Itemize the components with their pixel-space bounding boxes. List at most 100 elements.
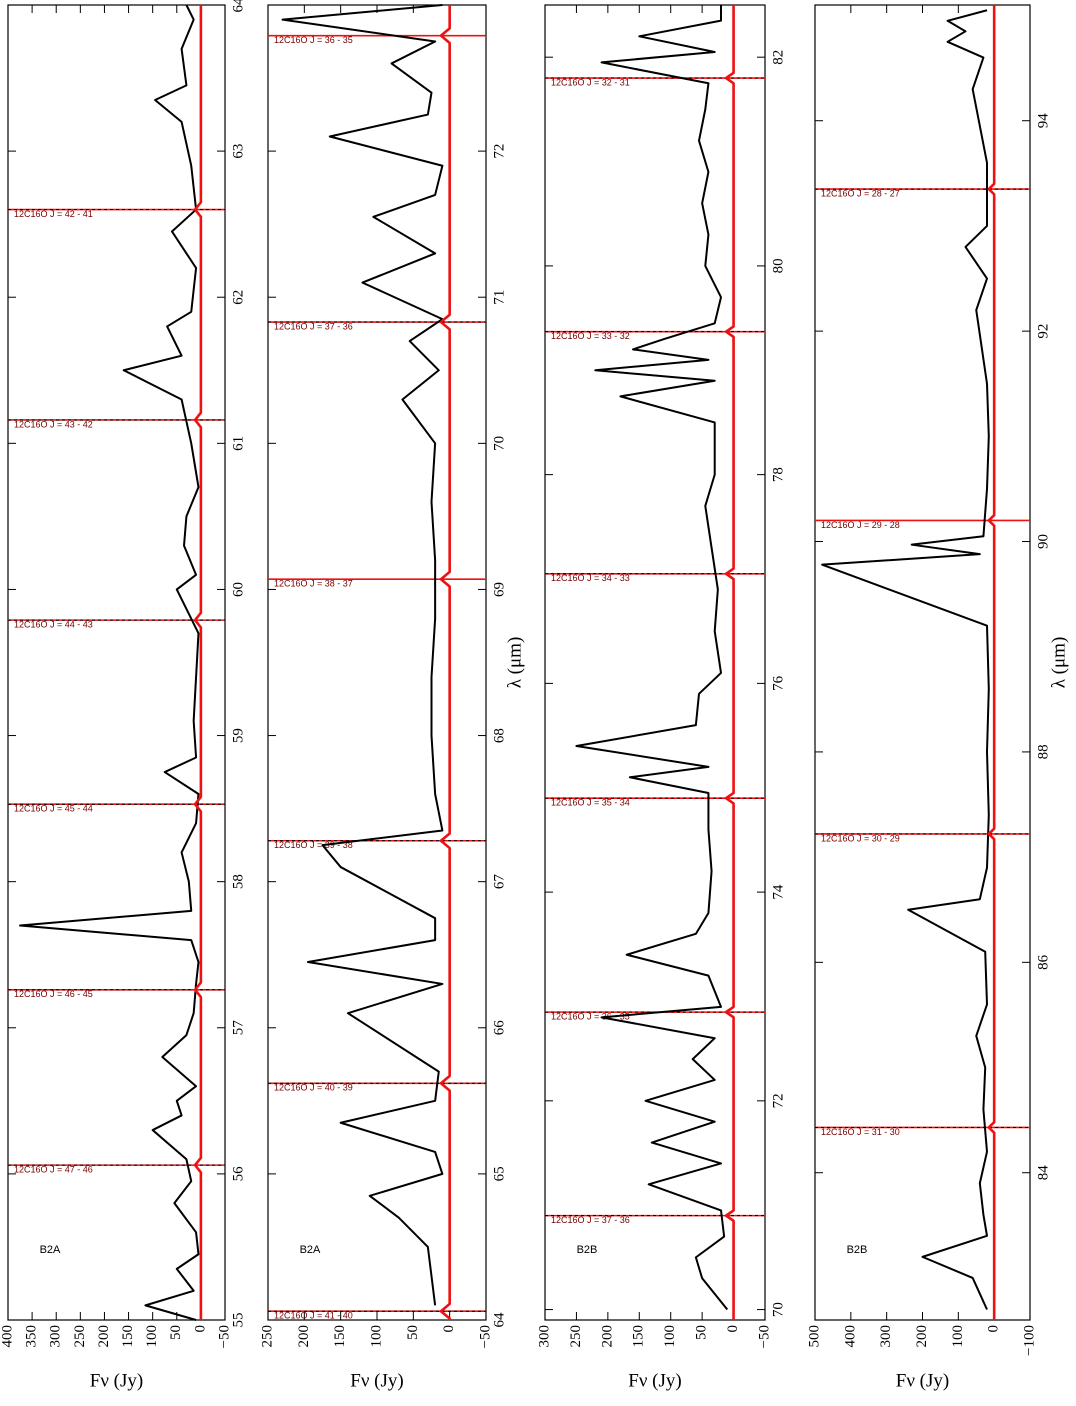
- x-tick-label: 69: [491, 582, 507, 597]
- x-tick-label: 66: [491, 1020, 507, 1036]
- y-tick-label: 100: [368, 1325, 384, 1348]
- panel: 64 65 66 67 68 69 70 71 72 −50 0 50 100 150 200 250 12C1…: [259, 4, 525, 1391]
- panel-label: B2B: [577, 1244, 598, 1256]
- x-tick-label: 61: [230, 436, 246, 451]
- y-tick-label: −50: [216, 1325, 232, 1348]
- x-tick-label: 57: [230, 1020, 246, 1036]
- spectrum-line: [724, 5, 735, 1320]
- x-tick-label: 80: [770, 258, 786, 273]
- y-tick-label: 350: [24, 1325, 40, 1348]
- y-tick-label: −50: [477, 1325, 493, 1348]
- y-tick-label: 100: [144, 1325, 160, 1348]
- spectrum-line: [821, 9, 990, 1310]
- spectrum-line: [987, 5, 996, 1320]
- y-tick-label: 100: [662, 1325, 678, 1348]
- line-label: 12C16O J = 43 - 42: [14, 419, 93, 429]
- x-tick-label: 90: [1035, 534, 1051, 549]
- x-tick-label: 70: [770, 1302, 786, 1317]
- x-tick-label: 68: [491, 728, 507, 743]
- y-tick-label: 200: [96, 1325, 112, 1348]
- line-label: 12C16O J = 29 - 28: [821, 520, 900, 530]
- y-tick-label: 250: [568, 1325, 584, 1348]
- y-tick-label: 200: [914, 1325, 930, 1348]
- x-tick-label: 84: [1035, 1165, 1051, 1181]
- x-tick-label: 64: [491, 1312, 507, 1328]
- x-tick-label: 64: [230, 0, 246, 13]
- line-label: 12C16O J = 45 - 44: [14, 804, 93, 814]
- line-label: 12C16O J = 35 - 34: [551, 798, 630, 808]
- line-label: 12C16O J = 33 - 32: [551, 331, 630, 341]
- line-label: 12C16O J = 37 - 36: [551, 1215, 630, 1225]
- y-tick-label: 250: [72, 1325, 88, 1348]
- x-tick-label: 76: [770, 675, 786, 691]
- panel: 84 86 88 90 92 94 −100 0 100 200 300 400 500 12C16O J…: [806, 4, 1069, 1391]
- y-tick-label: 150: [120, 1325, 136, 1348]
- y-tick-label: 0: [986, 1325, 1002, 1333]
- x-tick-label: 60: [230, 582, 246, 597]
- y-tick-label: 50: [694, 1325, 710, 1340]
- y-axis-label: Fν (Jy): [90, 1370, 143, 1391]
- line-label: 12C16O J = 31 - 30: [821, 1127, 900, 1137]
- line-label: 12C16O J = 39 - 38: [274, 840, 353, 850]
- y-tick-label: −100: [1021, 1325, 1037, 1356]
- y-tick-label: 200: [296, 1325, 312, 1348]
- line-label: 12C16O J = 30 - 29: [821, 833, 900, 843]
- y-tick-label: 0: [725, 1325, 741, 1333]
- x-axis-label: λ (μm): [504, 637, 525, 689]
- plot-frame: [544, 4, 766, 1321]
- x-tick-label: 72: [770, 1093, 786, 1108]
- x-tick-label: 82: [770, 50, 786, 65]
- x-tick-label: 94: [1035, 113, 1051, 129]
- y-axis-label: Fν (Jy): [896, 1370, 949, 1391]
- line-label: 12C16O J = 36 - 35: [274, 35, 353, 45]
- x-tick-label: 78: [770, 467, 786, 482]
- spectrum-line: [439, 5, 451, 1320]
- x-tick-label: 88: [1035, 744, 1051, 759]
- y-tick-label: −50: [756, 1325, 772, 1348]
- spectrum-line: [193, 5, 203, 1320]
- y-tick-label: 50: [168, 1325, 184, 1340]
- panel: 70 72 74 76 78 80 82 −50 0 50 100 150 200 250 300 12C16…: [536, 4, 786, 1391]
- x-tick-label: 56: [230, 1166, 246, 1182]
- panel-label: B2A: [300, 1244, 321, 1256]
- y-tick-label: 50: [405, 1325, 421, 1340]
- y-tick-label: 0: [192, 1325, 208, 1333]
- y-tick-label: 150: [332, 1325, 348, 1348]
- y-tick-label: 500: [806, 1325, 822, 1348]
- line-label: 12C16O J = 40 - 39: [274, 1083, 353, 1093]
- panel-label: B2A: [40, 1244, 61, 1256]
- y-tick-label: 150: [631, 1325, 647, 1348]
- y-tick-label: 300: [878, 1325, 894, 1348]
- spectrum-line: [575, 5, 729, 1311]
- x-tick-label: 71: [491, 290, 507, 305]
- plot-frame: [267, 4, 487, 1321]
- x-axis-label: λ (μm): [1048, 637, 1069, 689]
- line-label: 12C16O J = 34 - 33: [551, 573, 630, 583]
- x-tick-label: 65: [491, 1166, 507, 1181]
- x-tick-label: 70: [491, 436, 507, 451]
- y-tick-label: 200: [599, 1325, 615, 1348]
- spectrum-line: [19, 4, 200, 1321]
- y-tick-label: 400: [0, 1325, 15, 1348]
- x-tick-label: 72: [491, 144, 507, 159]
- line-label: 12C16O J = 46 - 45: [14, 989, 93, 999]
- plot-frame: [7, 4, 226, 1321]
- y-axis-label: Fν (Jy): [350, 1370, 403, 1391]
- x-tick-label: 55: [230, 1313, 246, 1328]
- y-axis-label: Fν (Jy): [628, 1370, 681, 1391]
- panel: 55 56 57 58 59 60 61 62 63 64 −50 0 50 100 150 200 250 30…: [0, 0, 246, 1391]
- plot-frame: [814, 4, 1031, 1321]
- x-tick-label: 86: [1035, 954, 1051, 970]
- x-tick-label: 74: [770, 884, 786, 900]
- y-tick-label: 300: [48, 1325, 64, 1348]
- y-tick-label: 100: [950, 1325, 966, 1348]
- x-tick-label: 62: [230, 290, 246, 305]
- line-label: 12C16O J = 37 - 36: [274, 321, 353, 331]
- line-label: 12C16O J = 32 - 31: [551, 77, 630, 87]
- x-tick-label: 92: [1035, 324, 1051, 339]
- line-label: 12C16O J = 47 - 46: [14, 1164, 93, 1174]
- y-tick-label: 400: [842, 1325, 858, 1348]
- y-tick-label: 250: [259, 1325, 275, 1348]
- spectrum-line: [281, 4, 444, 1306]
